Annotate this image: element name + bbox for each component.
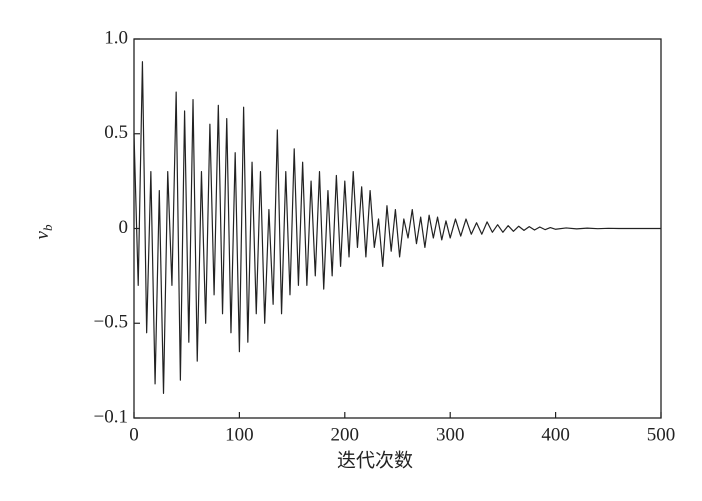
- y-tick-label: 0: [119, 217, 129, 238]
- x-tick-label: 100: [225, 424, 254, 445]
- y-tick-label: −0.1: [94, 406, 128, 427]
- data-line: [133, 61, 661, 394]
- y-tick-label: 0.5: [104, 122, 128, 143]
- x-tick-label: 300: [436, 424, 465, 445]
- x-axis-label: 迭代次数: [337, 449, 413, 471]
- y-axis-label: vb: [32, 224, 55, 239]
- x-tick-label: 400: [541, 424, 570, 445]
- y-label-main: v: [32, 230, 53, 239]
- y-label-sub: b: [40, 224, 55, 231]
- x-tick-label: 500: [647, 424, 676, 445]
- x-tick-label: 0: [129, 424, 139, 445]
- x-tick-label: 200: [331, 424, 360, 445]
- y-tick-label: 1.0: [104, 27, 128, 48]
- y-tick-label: −0.5: [94, 312, 128, 333]
